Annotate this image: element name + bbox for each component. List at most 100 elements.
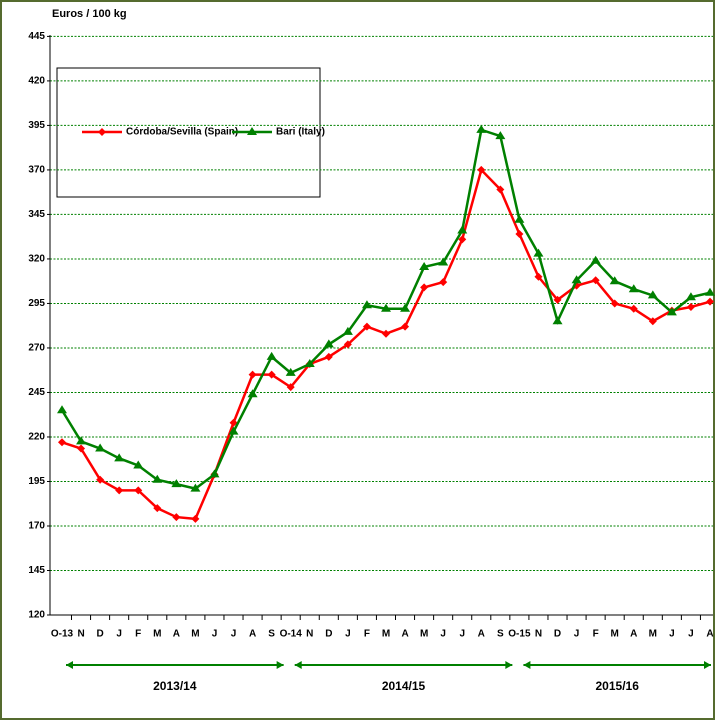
- marker: [706, 297, 714, 306]
- marker: [304, 358, 315, 367]
- x-tick-label: N: [306, 629, 313, 640]
- x-tick-label: J: [212, 629, 218, 640]
- x-tick-label: O-13: [51, 629, 74, 640]
- marker: [228, 426, 239, 435]
- marker: [361, 300, 372, 309]
- x-tick-label: J: [688, 629, 694, 640]
- x-tick-label: O-14: [280, 629, 303, 640]
- marker: [476, 124, 487, 133]
- marker: [648, 317, 657, 326]
- marker: [591, 276, 600, 285]
- marker: [685, 292, 696, 301]
- y-tick-label: 345: [28, 209, 45, 220]
- marker: [153, 504, 162, 513]
- x-tick-label: M: [153, 629, 161, 640]
- marker: [362, 322, 371, 331]
- marker: [134, 486, 143, 495]
- x-tick-label: J: [231, 629, 237, 640]
- marker: [323, 339, 334, 348]
- marker: [342, 326, 353, 335]
- x-tick-label: J: [669, 629, 675, 640]
- y-tick-label: 395: [28, 120, 45, 131]
- marker: [400, 303, 411, 312]
- period-label: 2015/16: [596, 679, 640, 693]
- marker: [533, 248, 544, 257]
- x-tick-label: J: [574, 629, 580, 640]
- marker: [515, 230, 524, 239]
- marker: [172, 513, 181, 522]
- marker: [248, 370, 257, 379]
- x-tick-label: S: [497, 629, 504, 640]
- y-tick-label: 120: [28, 610, 45, 621]
- y-tick-label: 420: [28, 76, 45, 87]
- x-tick-label: J: [116, 629, 122, 640]
- y-tick-label: 170: [28, 521, 45, 532]
- x-tick-label: M: [382, 629, 390, 640]
- marker: [382, 329, 390, 338]
- period-label: 2014/15: [382, 679, 426, 693]
- marker: [247, 389, 258, 398]
- x-tick-label: N: [77, 629, 84, 640]
- x-tick-label: A: [478, 629, 485, 640]
- y-tick-label: 295: [28, 298, 45, 309]
- marker: [686, 303, 695, 312]
- marker: [152, 474, 163, 483]
- marker: [571, 275, 582, 284]
- x-tick-label: F: [135, 629, 141, 640]
- x-tick-label: N: [535, 629, 542, 640]
- marker: [439, 278, 448, 287]
- y-axis-label: Euros / 100 kg: [52, 8, 127, 20]
- x-tick-label: A: [249, 629, 256, 640]
- y-tick-label: 445: [28, 31, 45, 42]
- marker: [590, 255, 601, 264]
- x-tick-label: M: [649, 629, 657, 640]
- marker: [324, 352, 333, 361]
- marker: [495, 131, 506, 140]
- period-label: 2013/14: [153, 679, 197, 693]
- x-tick-label: S: [268, 629, 275, 640]
- marker: [705, 287, 715, 296]
- marker: [209, 469, 220, 478]
- y-tick-label: 320: [28, 254, 45, 265]
- marker: [343, 340, 352, 349]
- x-tick-label: J: [459, 629, 465, 640]
- marker: [285, 367, 296, 376]
- y-tick-label: 270: [28, 343, 45, 354]
- marker: [266, 351, 277, 360]
- marker: [98, 128, 106, 136]
- marker: [629, 304, 638, 313]
- marker: [609, 276, 620, 285]
- marker: [381, 303, 391, 312]
- marker: [553, 295, 562, 304]
- marker: [77, 444, 86, 453]
- y-tick-label: 245: [28, 387, 45, 398]
- y-tick-label: 195: [28, 476, 45, 487]
- legend-label: Córdoba/Sevilla (Spain): [126, 127, 238, 138]
- x-tick-label: M: [420, 629, 428, 640]
- marker: [420, 283, 429, 292]
- x-tick-label: D: [325, 629, 332, 640]
- marker: [95, 443, 106, 452]
- x-tick-label: F: [593, 629, 599, 640]
- marker: [477, 165, 486, 174]
- marker: [438, 257, 449, 266]
- x-tick-label: A: [173, 629, 180, 640]
- y-tick-label: 145: [28, 565, 45, 576]
- y-tick-label: 220: [28, 432, 45, 443]
- marker: [190, 483, 201, 492]
- marker: [514, 214, 525, 223]
- x-tick-label: D: [97, 629, 104, 640]
- y-tick-label: 370: [28, 165, 45, 176]
- x-tick-label: F: [364, 629, 370, 640]
- marker: [171, 479, 182, 488]
- marker: [610, 299, 619, 308]
- marker: [552, 316, 563, 325]
- marker: [496, 185, 505, 194]
- x-tick-label: O-15: [508, 629, 531, 640]
- marker: [666, 307, 677, 316]
- marker: [457, 225, 468, 234]
- marker: [419, 261, 430, 270]
- x-tick-label: J: [345, 629, 351, 640]
- marker: [96, 475, 105, 484]
